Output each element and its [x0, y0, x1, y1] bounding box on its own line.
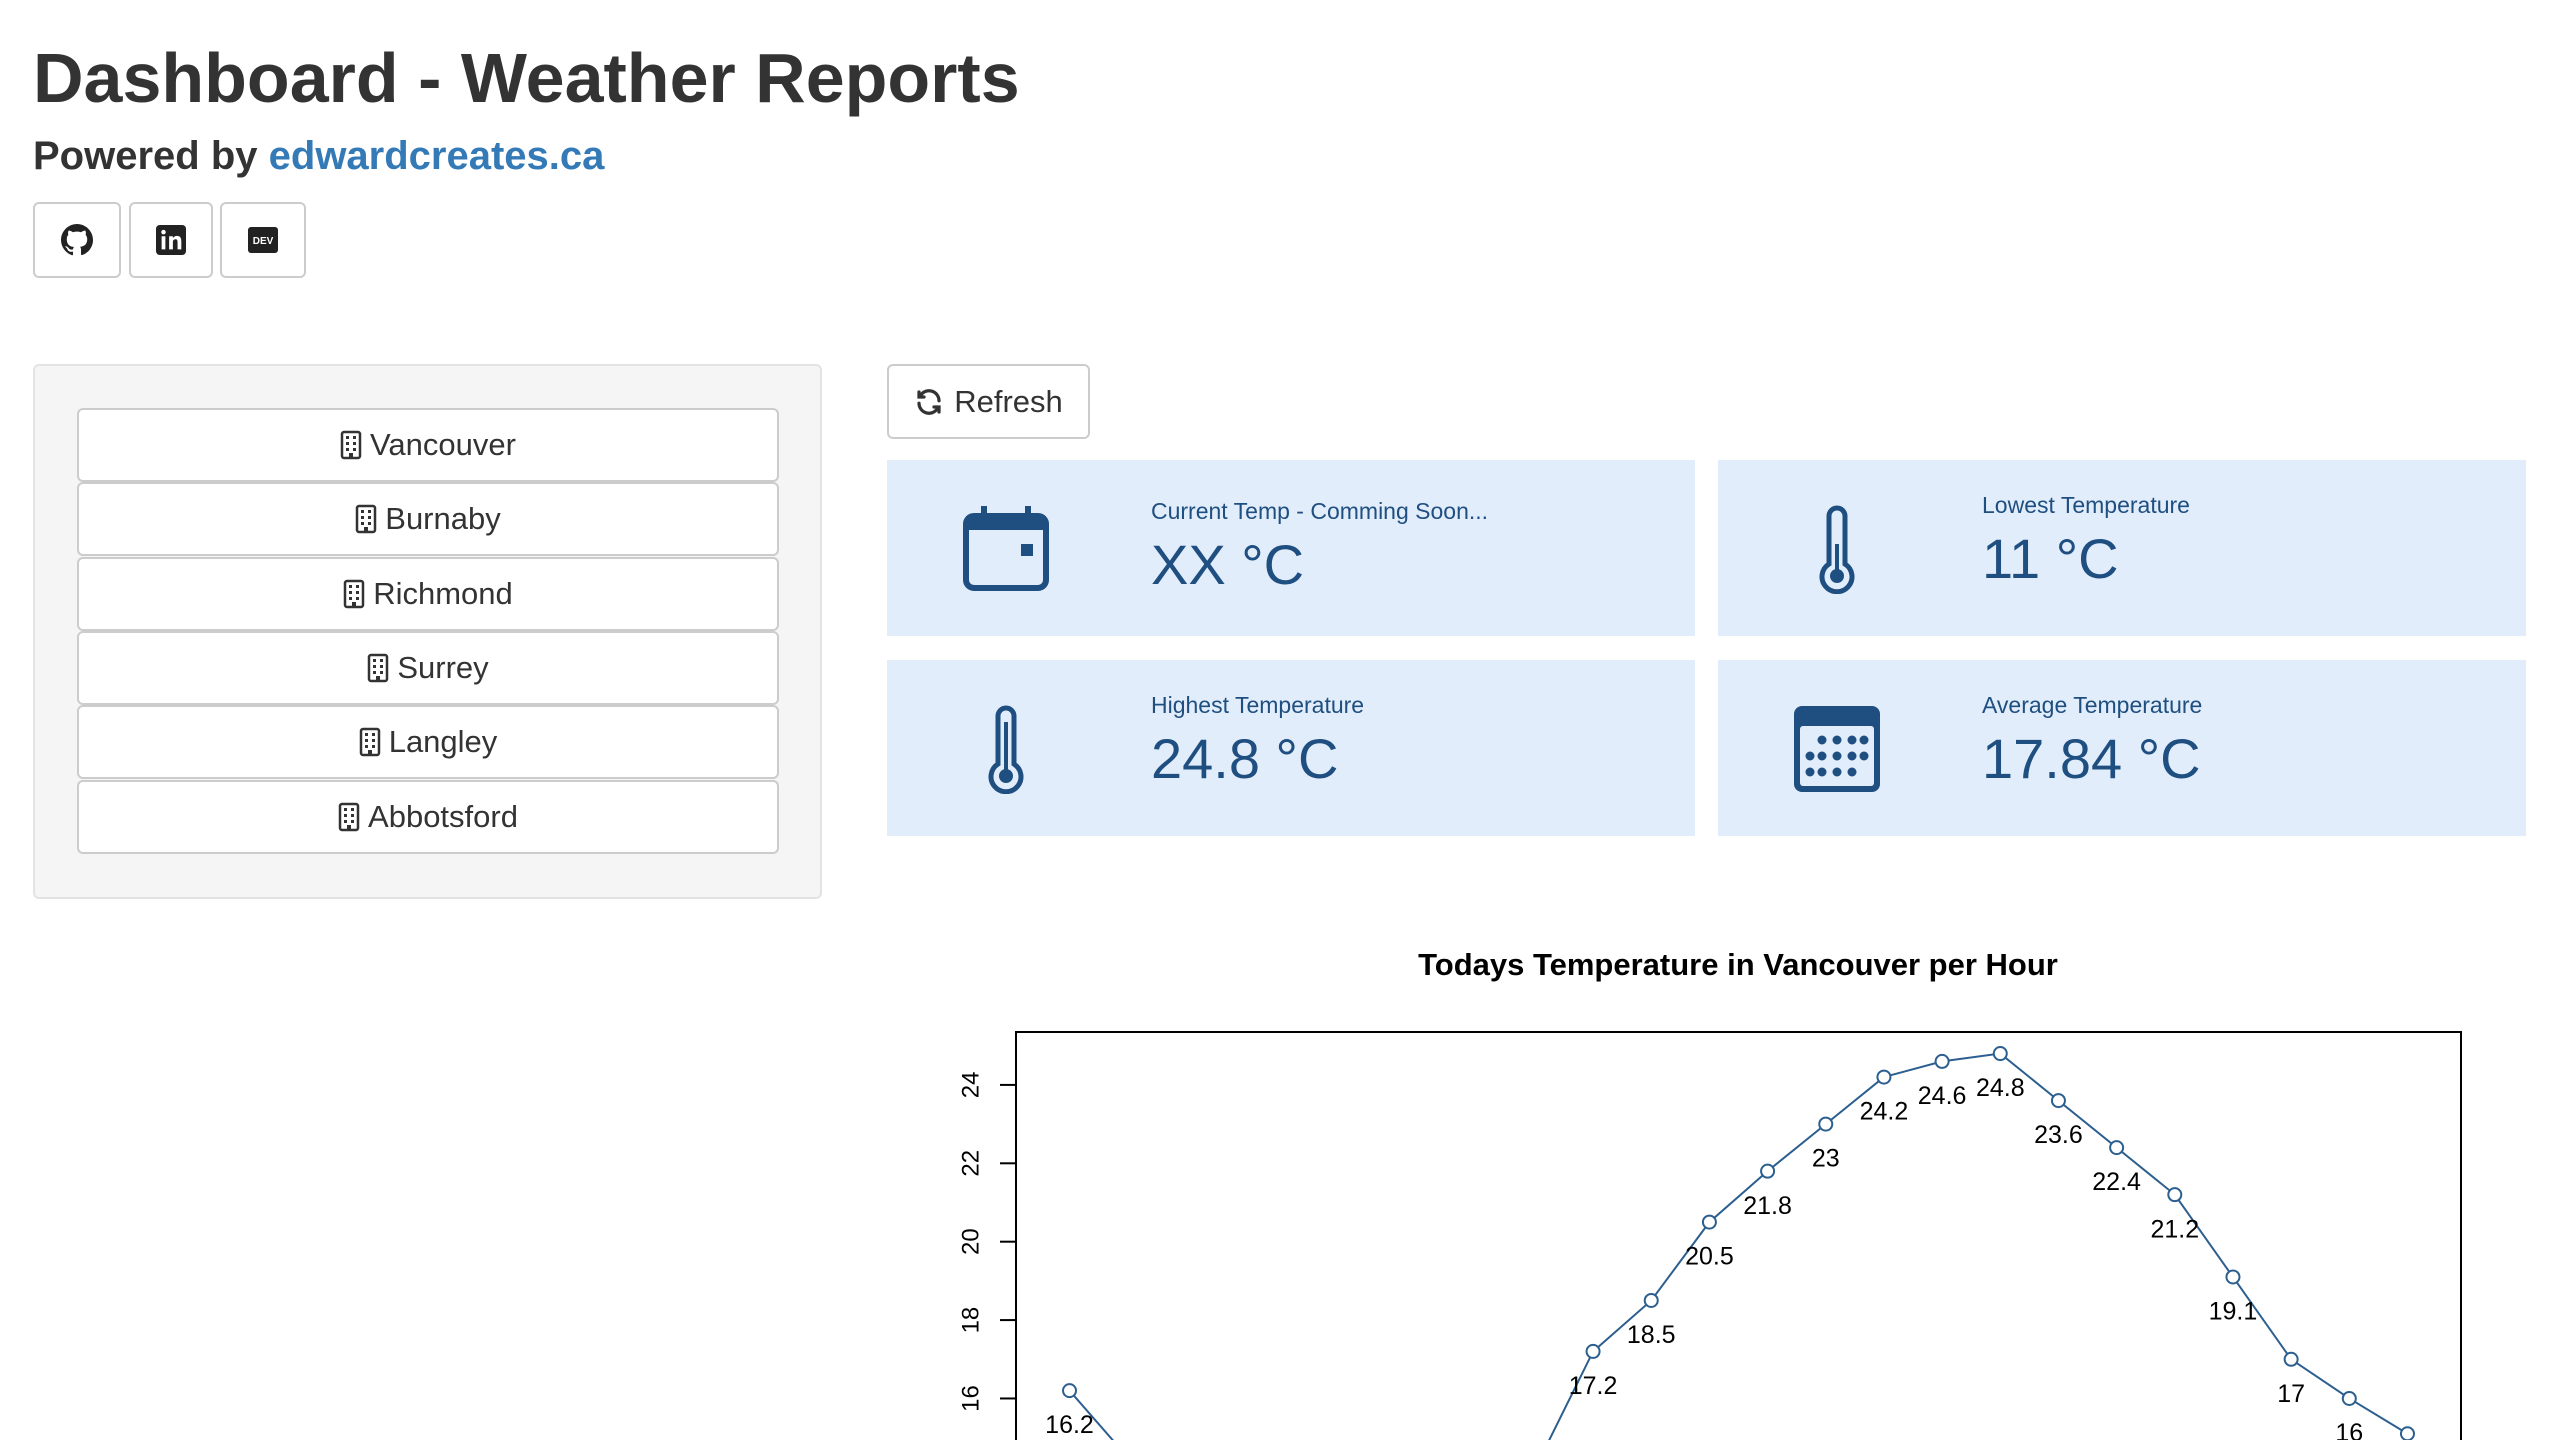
building-icon: [343, 579, 365, 608]
card-value: 24.8 °C: [1151, 727, 1339, 790]
building-icon: [368, 653, 389, 683]
city-button[interactable]: Vancouver: [77, 408, 779, 482]
y-tick-label: 20: [957, 1228, 984, 1255]
point: [2109, 1140, 2125, 1156]
data-label: 17.2: [1569, 1372, 1618, 1400]
data-label: 17: [2277, 1380, 2305, 1408]
data-label: 22.4: [2092, 1168, 2141, 1196]
city-label: Langley: [388, 724, 498, 760]
card: Highest Temperature 24.8 °C: [887, 660, 1695, 836]
point: [1062, 1383, 1078, 1399]
point: [1760, 1163, 1776, 1179]
data-label: 16: [2335, 1419, 2363, 1440]
card-label: Current Temp - Comming Soon...: [1151, 498, 1489, 524]
card: Average Temperature 17.84 °C: [1718, 660, 2526, 836]
card-value: 17.84 °C: [1982, 727, 2201, 790]
plot-box: [1015, 1031, 2462, 1440]
refresh-icon: [917, 388, 941, 415]
data-label: 24.6: [1918, 1082, 1967, 1110]
city-button[interactable]: Richmond: [77, 556, 779, 631]
data-label: 23: [1812, 1145, 1840, 1173]
page-title: Dashboard - Weather Reports: [33, 39, 1020, 117]
chart: Todays Temperature in Vancouver per Hour…: [957, 947, 2462, 1440]
linkedin-icon: [156, 225, 186, 255]
powered-by: Powered by edwardcreates.ca: [33, 134, 604, 179]
card: Current Temp - Comming Soon... XX °C: [887, 460, 1695, 636]
point: [1876, 1069, 1892, 1085]
point: [1585, 1343, 1601, 1359]
github-button[interactable]: [33, 202, 121, 278]
data-label: 16.2: [1045, 1411, 1094, 1439]
data-label: 18.5: [1627, 1321, 1676, 1349]
dev-button[interactable]: DEV: [220, 202, 306, 278]
point: [2399, 1426, 2415, 1440]
calendar-icon: [963, 506, 1049, 591]
city-label: Burnaby: [385, 501, 501, 537]
point: [2050, 1093, 2066, 1109]
building-icon: [338, 802, 360, 831]
data-label: 20.5: [1685, 1243, 1734, 1271]
dev-icon: DEV: [248, 227, 278, 253]
data-label: 24.8: [1976, 1074, 2025, 1102]
refresh-button[interactable]: Refresh: [887, 364, 1090, 439]
calendar-icon: [1794, 706, 1880, 792]
city-label: Vancouver: [370, 427, 516, 462]
point: [2167, 1187, 2183, 1203]
building-icon: [340, 430, 362, 460]
point: [1818, 1116, 1834, 1132]
card-label: Lowest Temperature: [1982, 492, 2190, 518]
building-icon: [356, 505, 377, 534]
building-icon: [359, 727, 380, 757]
data-label: 19.1: [2209, 1298, 2258, 1326]
card-value: 11 °C: [1982, 527, 2119, 590]
linkedin-button[interactable]: [129, 202, 213, 278]
city-label: Surrey: [397, 649, 489, 685]
city-button[interactable]: Langley: [77, 705, 779, 780]
data-label: 24.2: [1860, 1098, 1909, 1126]
point: [2225, 1269, 2241, 1285]
powered-label: Powered by: [33, 134, 258, 178]
chart-title: Todays Temperature in Vancouver per Hour: [1418, 947, 2058, 982]
refresh-label: Refresh: [954, 383, 1063, 419]
point: [1643, 1292, 1659, 1308]
github-icon: [61, 224, 93, 256]
point: [1701, 1214, 1717, 1230]
data-label: 21.2: [2150, 1215, 2199, 1243]
city-button[interactable]: Surrey: [77, 630, 779, 705]
series-line: [1068, 1052, 2408, 1440]
y-tick-label: 16: [957, 1385, 984, 1412]
y-tick-label: 18: [957, 1307, 984, 1334]
thermometer-icon: [1819, 505, 1855, 594]
card-label: Highest Temperature: [1151, 692, 1365, 718]
card: Lowest Temperature 11 °C: [1718, 460, 2526, 636]
data-label: 23.6: [2034, 1121, 2083, 1149]
y-tick-label: 22: [957, 1150, 984, 1177]
city-label: Abbotsford: [368, 798, 518, 834]
card-value: XX °C: [1151, 533, 1305, 596]
svg-text:DEV: DEV: [253, 236, 274, 247]
point: [2283, 1351, 2299, 1367]
link[interactable]: edwardcreates.ca: [268, 134, 605, 178]
point: [2341, 1390, 2357, 1406]
thermometer-icon: [988, 705, 1024, 794]
point: [1934, 1053, 1950, 1069]
card-label: Average Temperature: [1982, 692, 2203, 718]
city-button[interactable]: Abbotsford: [77, 779, 779, 854]
city-button[interactable]: Burnaby: [77, 482, 779, 557]
point: [1992, 1046, 2008, 1062]
data-label: 21.8: [1743, 1192, 1792, 1220]
y-tick-label: 24: [957, 1072, 984, 1099]
city-label: Richmond: [373, 575, 513, 611]
